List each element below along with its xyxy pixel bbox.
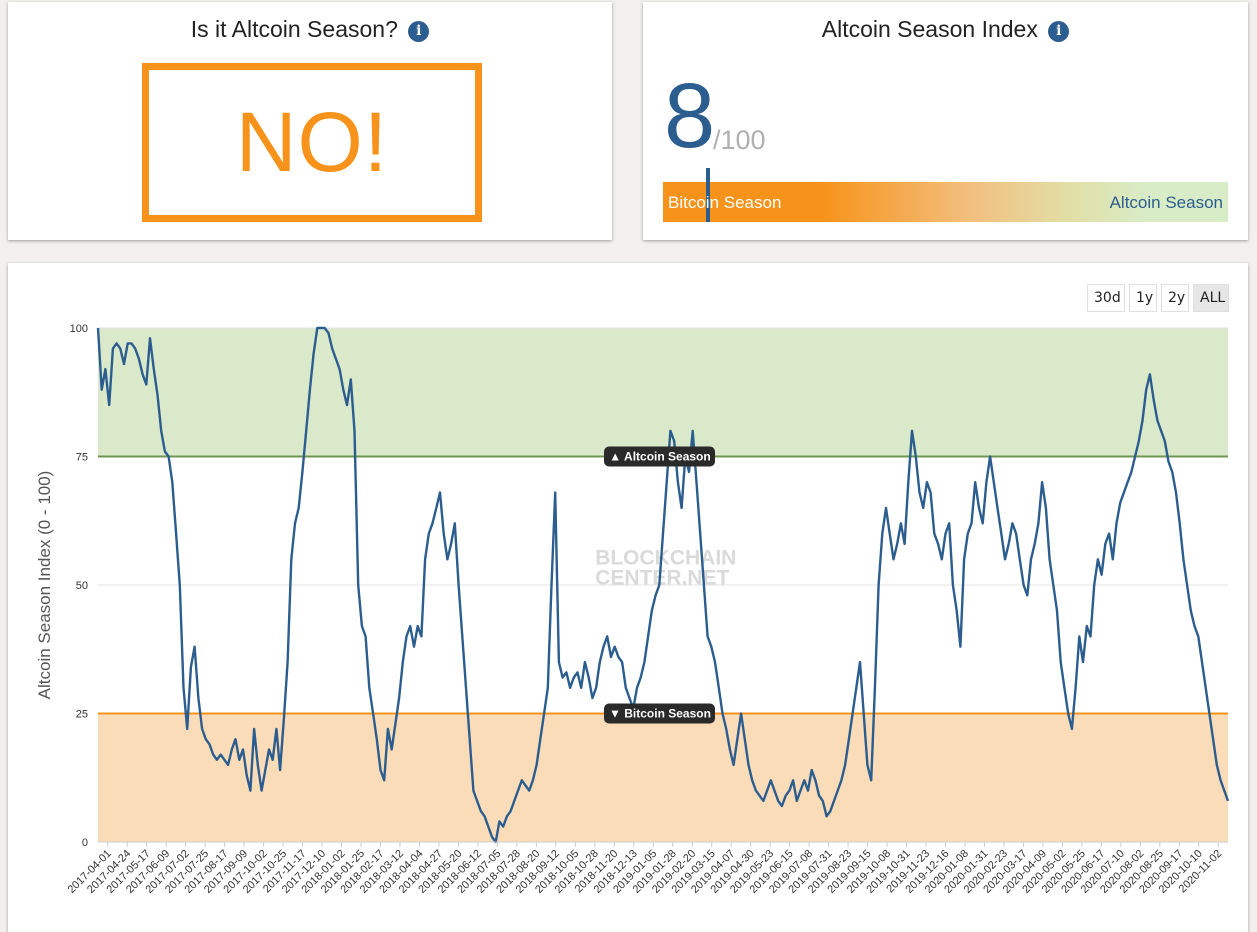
threshold-label: ▲ Altcoin Season: [609, 450, 710, 464]
index-title: Altcoin Season Index: [821, 16, 1038, 42]
y-tick-label: 75: [76, 452, 88, 464]
threshold-label-bg: [604, 703, 715, 724]
altcoin-season-chart: 0 25 50 75 100 Altcoin Season Index (0 - 100)…: [35, 323, 1230, 896]
y-tick-label: 50: [76, 580, 88, 592]
answer-box: NO!: [142, 63, 482, 222]
info-icon[interactable]: i: [1048, 21, 1070, 42]
watermark-line2: CENTER.NET: [595, 566, 729, 589]
zone-band: [98, 328, 1228, 457]
y-tick-label: 25: [76, 709, 88, 721]
altcoin-index-line: [96, 326, 1230, 844]
index-max: /100: [713, 125, 766, 155]
range-all-button[interactable]: ALL: [1193, 284, 1229, 312]
answer-text: NO!: [235, 95, 389, 189]
range-30d-button[interactable]: 30d: [1087, 284, 1125, 312]
bitcoin-season-label: Bitcoin Season: [668, 193, 782, 212]
altcoin-season-label: Altcoin Season: [1109, 193, 1223, 212]
question-title: Is it Altcoin Season?: [190, 16, 398, 42]
season-gradient-bar: [663, 182, 1228, 222]
question-title-row: Is it Altcoin Season? i: [8, 16, 612, 43]
index-value: 8: [664, 65, 716, 167]
threshold-label-bg: [604, 446, 715, 467]
threshold-label: ▼ Bitcoin Season: [609, 707, 711, 721]
altcoin-season-index-panel: Altcoin Season Index i 8 /100 Bitcoin Se…: [643, 2, 1248, 240]
season-marker: [706, 168, 711, 222]
y-tick-label: 0: [82, 837, 88, 849]
zone-band: [98, 713, 1228, 842]
y-tick-label: 100: [70, 323, 88, 335]
range-1y-button[interactable]: 1y: [1129, 284, 1157, 312]
altcoin-season-question-panel: Is it Altcoin Season? i NO!: [8, 2, 612, 240]
range-2y-button[interactable]: 2y: [1161, 284, 1189, 312]
y-axis-title: Altcoin Season Index (0 - 100): [35, 471, 54, 700]
chart-panel: 0 25 50 75 100 Altcoin Season Index (0 - 100)…: [8, 263, 1248, 932]
index-title-row: Altcoin Season Index i: [643, 16, 1248, 43]
info-icon[interactable]: i: [408, 21, 430, 42]
